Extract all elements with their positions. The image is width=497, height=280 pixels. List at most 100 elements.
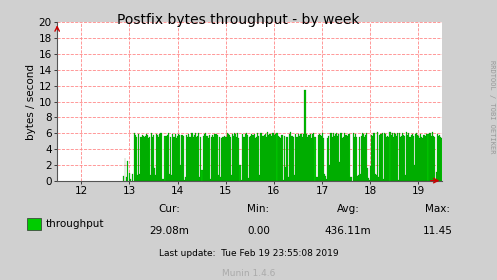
Bar — [211, 137, 212, 181]
Bar — [416, 133, 417, 181]
Text: 436.11m: 436.11m — [325, 226, 371, 236]
Bar — [422, 138, 423, 181]
Bar — [421, 137, 422, 181]
Bar — [412, 134, 413, 181]
Bar — [275, 134, 276, 181]
Bar — [317, 177, 318, 181]
Bar — [363, 134, 364, 181]
Bar — [168, 174, 169, 181]
Bar — [406, 132, 407, 181]
Bar — [346, 136, 347, 181]
Bar — [132, 174, 133, 181]
Bar — [231, 175, 232, 181]
Bar — [184, 180, 185, 181]
Bar — [253, 135, 254, 181]
Bar — [213, 137, 214, 181]
Bar — [142, 135, 143, 181]
Bar — [290, 132, 291, 181]
Bar — [424, 136, 425, 181]
Bar — [379, 135, 380, 181]
Bar — [141, 137, 142, 181]
Bar — [148, 138, 149, 181]
Bar — [129, 173, 130, 181]
Bar — [360, 174, 361, 181]
Bar — [399, 133, 400, 181]
Bar — [192, 133, 193, 181]
Bar — [226, 137, 227, 181]
Bar — [278, 137, 279, 181]
Bar — [414, 165, 415, 181]
Text: Max:: Max: — [425, 204, 450, 214]
Bar — [408, 133, 409, 181]
Bar — [248, 137, 250, 181]
Bar — [309, 136, 311, 181]
Bar — [322, 133, 323, 181]
Bar — [171, 134, 173, 181]
Bar — [202, 136, 204, 181]
Bar — [136, 137, 137, 181]
Bar — [440, 137, 441, 181]
Bar — [434, 137, 435, 181]
Bar — [304, 90, 305, 181]
Bar — [373, 133, 374, 181]
Bar — [364, 137, 365, 181]
Bar — [377, 132, 378, 181]
Bar — [225, 137, 226, 181]
Bar — [289, 134, 290, 181]
Bar — [368, 178, 369, 181]
Bar — [135, 135, 136, 181]
Bar — [308, 135, 309, 181]
Bar — [190, 137, 191, 181]
Bar — [300, 134, 301, 181]
Bar — [220, 177, 221, 181]
Bar — [305, 90, 306, 181]
Bar — [139, 174, 140, 181]
Bar — [126, 178, 127, 181]
Bar — [169, 137, 170, 181]
Bar — [437, 134, 438, 181]
Bar — [380, 134, 381, 181]
Bar — [430, 136, 431, 181]
Bar — [178, 134, 179, 181]
Bar — [199, 177, 200, 181]
Bar — [432, 136, 434, 181]
Bar — [319, 134, 320, 181]
Bar — [404, 136, 405, 181]
Bar — [351, 177, 352, 181]
Bar — [438, 136, 439, 181]
Bar — [233, 136, 235, 181]
Bar — [182, 135, 183, 181]
Bar — [333, 133, 334, 181]
Bar — [153, 136, 154, 181]
Bar — [246, 133, 247, 181]
Bar — [426, 134, 427, 181]
Bar — [123, 176, 124, 181]
Bar — [341, 133, 342, 181]
Bar — [156, 134, 158, 181]
Bar — [372, 136, 373, 181]
Text: Last update:  Tue Feb 19 23:55:08 2019: Last update: Tue Feb 19 23:55:08 2019 — [159, 249, 338, 258]
Bar — [384, 133, 385, 181]
Bar — [321, 136, 322, 181]
Bar — [267, 132, 268, 181]
Bar — [441, 138, 442, 181]
Bar — [241, 179, 242, 181]
Bar — [244, 137, 245, 181]
Bar — [324, 174, 325, 181]
Bar — [191, 133, 192, 181]
Bar — [186, 135, 187, 181]
Bar — [292, 136, 293, 181]
Bar — [239, 138, 240, 181]
Bar — [367, 168, 368, 181]
Bar — [165, 136, 166, 181]
Bar — [261, 133, 262, 181]
Bar — [183, 136, 184, 181]
Bar — [134, 133, 135, 181]
Bar — [425, 136, 426, 181]
Bar — [391, 135, 392, 181]
Bar — [429, 133, 430, 181]
Bar — [230, 137, 231, 181]
Bar — [196, 137, 197, 181]
Bar — [296, 137, 297, 181]
Bar — [279, 138, 281, 181]
